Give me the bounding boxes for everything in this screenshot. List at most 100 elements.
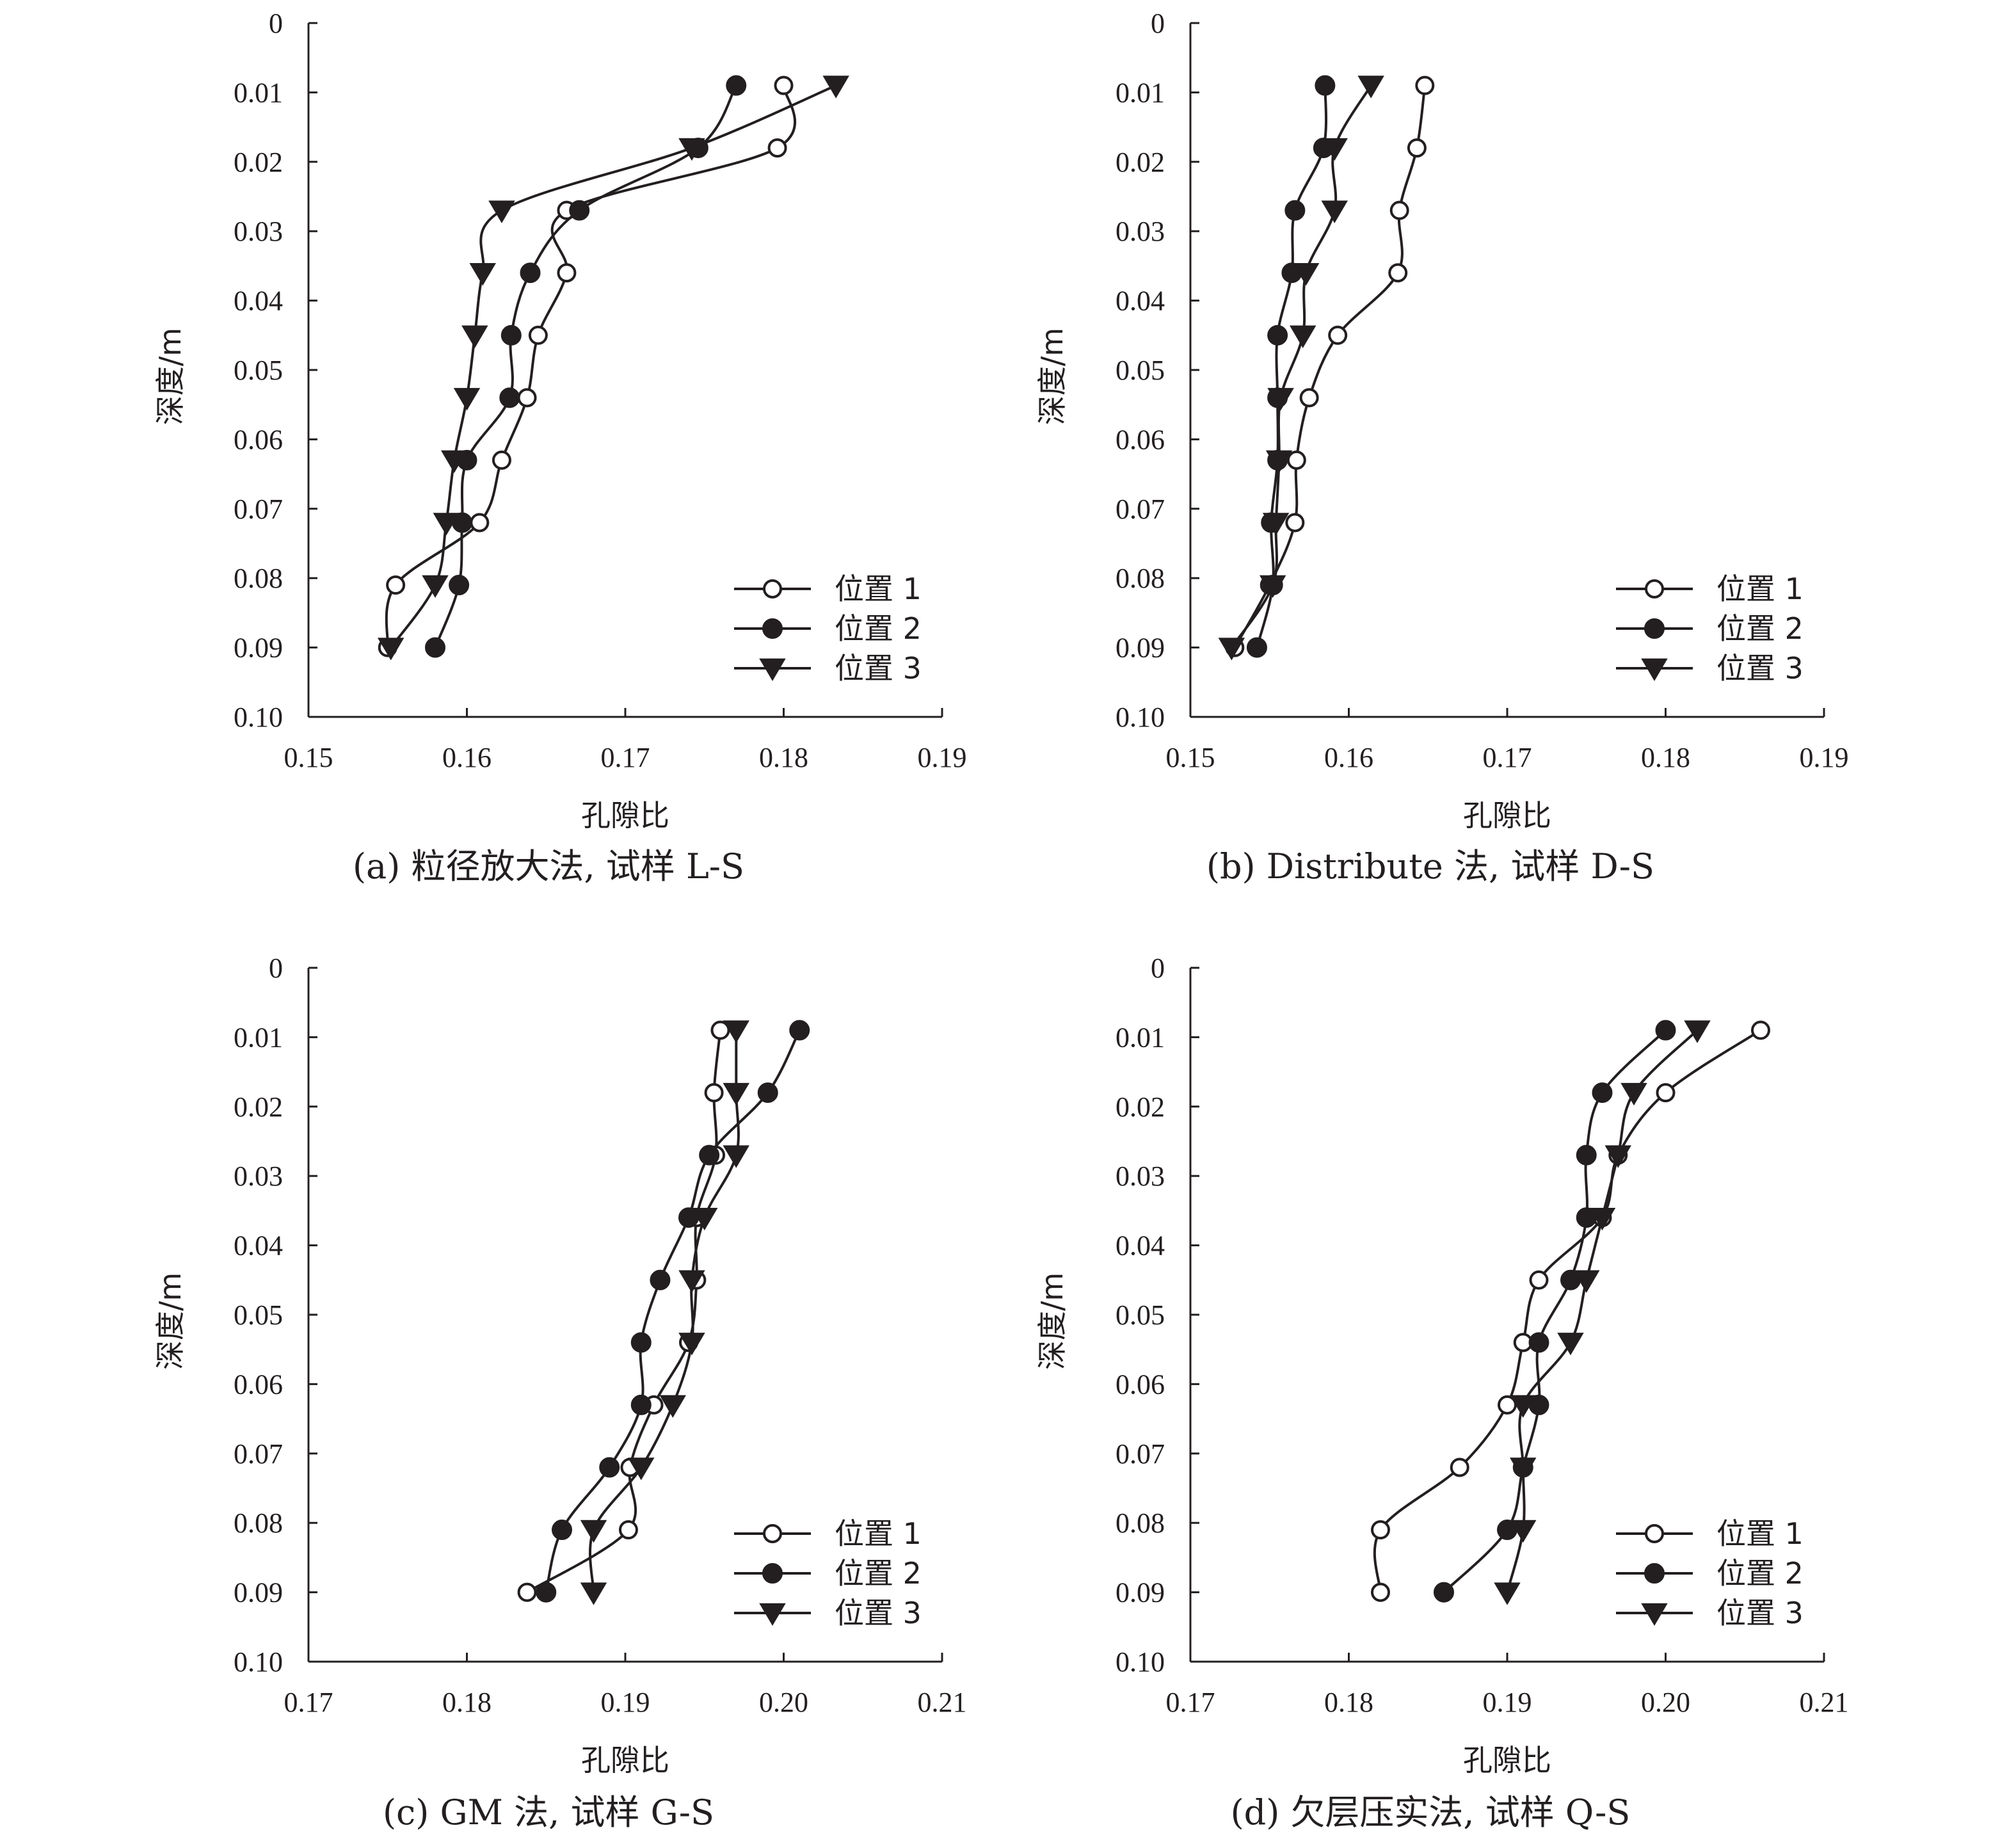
series-3	[1218, 76, 1384, 661]
series-3	[580, 1020, 749, 1605]
data-point	[440, 450, 468, 473]
y-tick-label: 0.01	[234, 1022, 283, 1053]
data-point	[1510, 1457, 1537, 1481]
data-point	[726, 75, 747, 96]
y-tick-label: 0.07	[1116, 1438, 1165, 1470]
x-tick-label: 0.17	[1483, 742, 1532, 773]
data-point	[580, 1582, 607, 1605]
data-point	[488, 200, 515, 223]
y-tick-label: 0.08	[234, 1507, 283, 1539]
data-point	[1655, 1020, 1676, 1041]
series-3	[377, 76, 849, 661]
data-point	[1285, 513, 1305, 533]
y-tick-label: 0.09	[234, 632, 283, 664]
data-point	[580, 1520, 607, 1543]
series-line	[434, 84, 737, 648]
data-point	[1321, 138, 1348, 161]
x-tick-label: 0.16	[442, 742, 492, 773]
legend-marker	[759, 1603, 786, 1626]
legend: 位置 1 位置 2 位置 3	[734, 572, 922, 686]
data-point	[1415, 76, 1435, 95]
y-tick-label: 0.01	[1116, 77, 1165, 108]
chart-panel-d: 0 0.01 0.02 0.03 0.04 0.05 0.06 0.07 0.08 0.09 0.1…	[1035, 952, 1849, 1833]
data-point	[1389, 200, 1409, 220]
series-line	[1233, 85, 1427, 648]
y-tick-label: 0.07	[1116, 494, 1165, 525]
y-tick-label: 0.05	[1116, 1299, 1165, 1331]
legend-label: 位置 3	[835, 1596, 922, 1630]
y-tick-label: 0.09	[234, 1577, 283, 1609]
data-point	[767, 138, 787, 158]
y-tick-label: 0.06	[1116, 1368, 1165, 1400]
data-point	[1218, 638, 1245, 661]
chart-panel-a: 0 0.01 0.02 0.03 0.04 0.05 0.06 0.07 0.08 0.09 0.1…	[153, 8, 967, 887]
data-point	[723, 1145, 749, 1168]
data-point	[699, 1144, 720, 1166]
x-axis-title: 孔隙比	[1463, 1743, 1551, 1778]
y-tick-label: 0.09	[1116, 632, 1165, 664]
y-axis-title: 深度/m	[1035, 1272, 1069, 1370]
y-tick-label: 0.01	[1116, 1022, 1165, 1053]
data-point	[678, 1270, 705, 1293]
data-point	[425, 637, 445, 658]
data-point	[569, 200, 590, 221]
data-point	[470, 513, 490, 533]
data-point	[469, 262, 496, 286]
series-1	[1225, 76, 1435, 657]
y-axis-title: 深度/m	[153, 328, 188, 425]
data-point	[552, 1520, 572, 1541]
y-tick-label: 0.10	[234, 1646, 283, 1678]
legend-marker	[1645, 1524, 1664, 1543]
series-line	[385, 85, 797, 648]
y-tick-label: 0.02	[1116, 147, 1165, 178]
data-point	[723, 1082, 749, 1106]
data-point	[774, 76, 794, 95]
series-2	[536, 1020, 810, 1603]
data-point	[704, 1083, 724, 1103]
data-point	[453, 388, 481, 411]
y-tick-label: 0.04	[234, 285, 283, 317]
data-point	[528, 325, 548, 345]
y-tick-label: 0.08	[1116, 563, 1165, 594]
y-tick-label: 0.05	[234, 1299, 283, 1331]
y-tick-label: 0.03	[1116, 1160, 1165, 1192]
data-point	[1557, 1333, 1584, 1356]
data-point	[461, 325, 488, 348]
data-point	[630, 1332, 652, 1353]
legend-marker	[762, 618, 783, 639]
data-point	[517, 388, 537, 408]
data-point	[1315, 75, 1336, 96]
x-tick-label: 0.17	[1166, 1687, 1215, 1718]
x-axis-title: 孔隙比	[581, 798, 669, 833]
x-tick-label: 0.18	[1641, 742, 1690, 773]
data-point	[1529, 1270, 1549, 1290]
data-point	[1292, 262, 1320, 286]
x-tick-label: 0.18	[759, 742, 808, 773]
data-point	[1357, 76, 1384, 99]
data-point	[1588, 1207, 1616, 1231]
x-tick-label: 0.15	[1166, 742, 1215, 773]
y-tick-label: 0.02	[234, 147, 283, 178]
data-point	[386, 575, 406, 595]
x-tick-label: 0.18	[1324, 1687, 1373, 1718]
data-point	[1246, 637, 1267, 658]
y-tick-label: 0	[269, 952, 283, 984]
legend-label: 位置 3	[1716, 1596, 1804, 1630]
data-point	[723, 1020, 749, 1043]
data-point	[1573, 1270, 1600, 1293]
data-point	[536, 1582, 557, 1603]
series-2	[1434, 1020, 1676, 1603]
legend-marker	[1644, 618, 1665, 639]
y-tick-label: 0.09	[1116, 1577, 1165, 1609]
series-line	[1230, 84, 1372, 648]
x-tick-label: 0.16	[1324, 742, 1373, 773]
series-line	[1506, 1029, 1699, 1593]
data-point	[517, 1582, 537, 1602]
y-tick-label: 0.06	[234, 424, 283, 455]
data-point	[678, 1333, 705, 1356]
data-point	[433, 513, 460, 536]
panel-caption: (a) 粒径放大法, 试样 L-S	[353, 846, 744, 887]
series-line	[1373, 1029, 1762, 1593]
legend-marker	[759, 658, 786, 682]
legend-marker	[1644, 1563, 1665, 1584]
